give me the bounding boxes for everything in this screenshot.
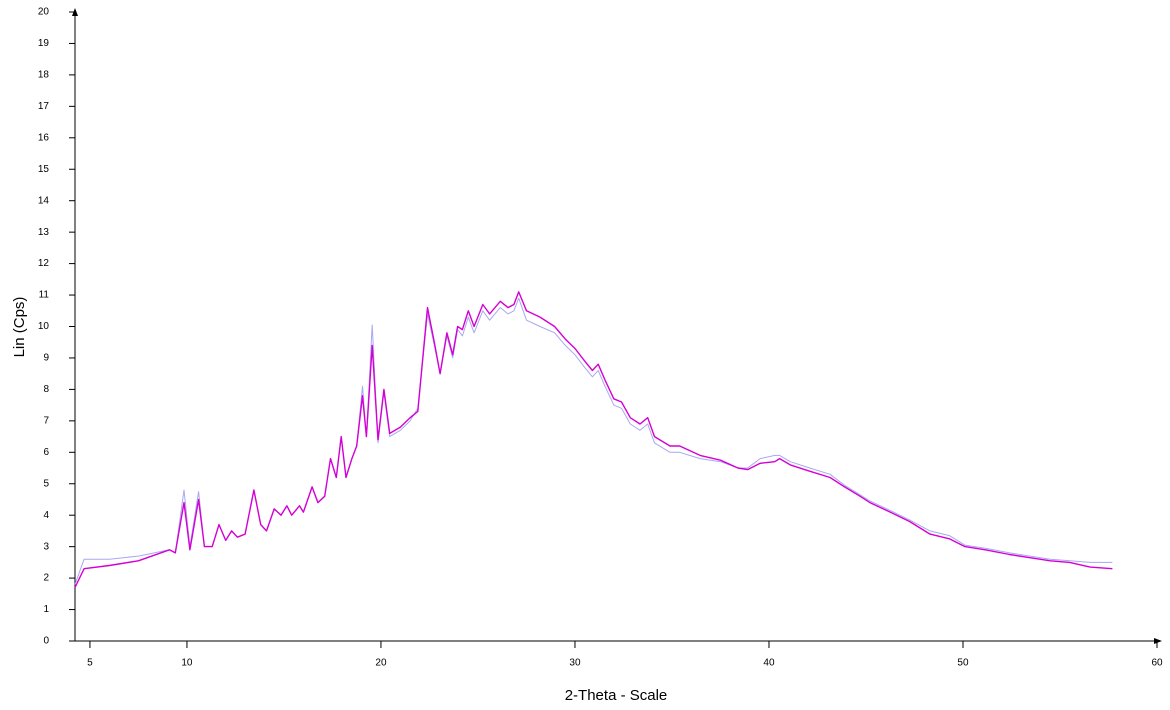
y-tick-label: 2 (43, 573, 49, 584)
y-tick-label: 0 (43, 636, 49, 647)
y-tick-label: 18 (38, 70, 50, 81)
y-tick-label: 3 (43, 541, 49, 552)
y-tick-label: 7 (43, 415, 49, 426)
x-axis-title: 2-Theta - Scale (565, 687, 668, 704)
y-tick-label: 19 (38, 38, 50, 49)
y-tick-label: 13 (38, 227, 50, 238)
data-line (74, 297, 1113, 585)
y-tick-label: 15 (38, 164, 50, 175)
y-tick-label: 4 (43, 510, 49, 521)
x-axis-arrow (1154, 638, 1162, 644)
x-tick-label: 40 (763, 658, 775, 669)
y-tick-label: 5 (43, 478, 49, 489)
x-tick-label: 30 (569, 658, 581, 669)
y-tick-label: 1 (43, 604, 49, 615)
y-tick-label: 12 (38, 258, 50, 269)
x-tick-label: 5 (87, 658, 93, 669)
y-tick-label: 17 (38, 101, 50, 112)
x-tick-label: 60 (1151, 658, 1163, 669)
x-tick-label: 10 (181, 658, 193, 669)
y-tick-label: 8 (43, 384, 49, 395)
y-tick-label: 11 (39, 290, 50, 301)
y-tick-label: 20 (38, 7, 50, 18)
x-tick-label: 20 (375, 658, 387, 669)
y-tick-label: 16 (38, 132, 50, 143)
y-tick-label: 6 (43, 447, 49, 458)
y-tick-label: 10 (38, 321, 50, 332)
x-tick-label: 50 (957, 658, 969, 669)
y-tick-label: 9 (43, 353, 49, 364)
data-line (74, 291, 1113, 588)
y-tick-label: 14 (38, 195, 50, 206)
y-axis-title: Lin (Cps) (11, 297, 28, 358)
